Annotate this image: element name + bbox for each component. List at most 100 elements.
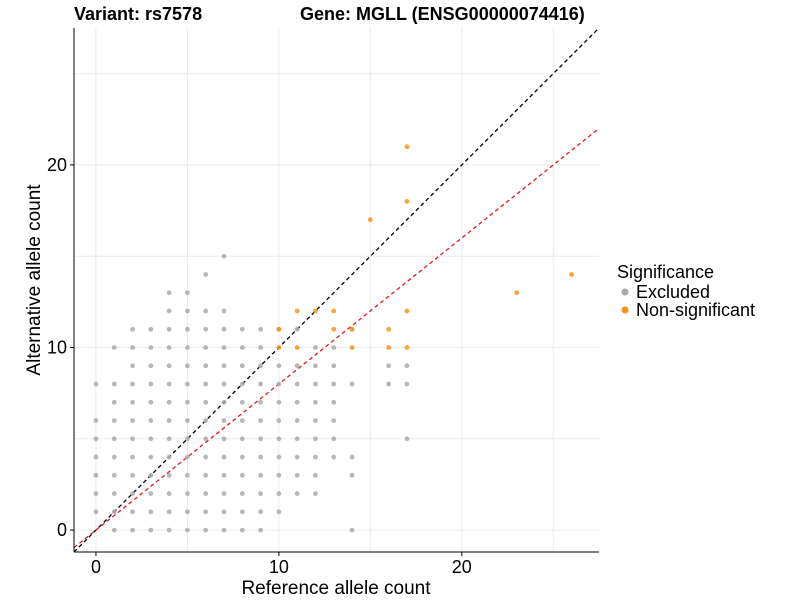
point-excluded: [239, 454, 245, 460]
point-excluded: [221, 253, 227, 259]
point-excluded: [185, 308, 190, 314]
point-excluded: [221, 345, 227, 350]
x-tick-label: 10: [269, 557, 289, 577]
point-excluded: [258, 454, 263, 460]
point-non-significant: [276, 345, 282, 350]
point-excluded: [130, 491, 135, 496]
point-excluded: [166, 527, 172, 533]
point-excluded: [313, 472, 318, 478]
point-excluded: [331, 363, 337, 369]
point-excluded: [148, 326, 154, 332]
point-non-significant: [313, 308, 318, 314]
point-excluded: [130, 363, 135, 369]
point-excluded: [258, 491, 263, 496]
point-excluded: [349, 454, 355, 460]
point-excluded: [276, 509, 282, 515]
point-excluded: [185, 363, 190, 369]
point-excluded: [166, 399, 172, 405]
point-excluded: [221, 399, 227, 405]
point-excluded: [185, 381, 190, 387]
point-excluded: [130, 509, 135, 515]
point-excluded: [239, 363, 245, 369]
point-non-significant: [331, 326, 337, 332]
chart-title-variant: Variant: rs7578: [74, 4, 202, 24]
point-excluded: [313, 399, 318, 405]
point-excluded: [130, 326, 135, 332]
point-excluded: [111, 472, 117, 478]
point-non-significant: [386, 345, 392, 350]
legend-label-excluded: Excluded: [636, 282, 710, 302]
point-excluded: [185, 326, 190, 332]
legend-marker-non-significant: [621, 306, 629, 314]
point-excluded: [185, 345, 190, 350]
point-excluded: [148, 527, 154, 533]
point-excluded: [258, 381, 263, 387]
point-excluded: [258, 509, 263, 515]
point-excluded: [239, 345, 245, 350]
point-excluded: [313, 345, 318, 350]
point-excluded: [276, 418, 282, 423]
point-excluded: [276, 399, 282, 405]
point-excluded: [185, 290, 190, 296]
point-excluded: [203, 509, 209, 515]
point-excluded: [148, 454, 154, 460]
point-excluded: [203, 381, 209, 387]
y-tick-label: 10: [47, 338, 67, 358]
point-excluded: [386, 381, 392, 387]
point-excluded: [93, 491, 99, 496]
point-excluded: [239, 418, 245, 423]
point-non-significant: [349, 345, 355, 350]
point-excluded: [258, 472, 263, 478]
point-excluded: [258, 363, 263, 369]
point-excluded: [93, 418, 99, 423]
point-excluded: [221, 491, 227, 496]
point-excluded: [313, 363, 318, 369]
y-tick-label: 0: [57, 520, 67, 540]
point-excluded: [130, 454, 135, 460]
legend-title: Significance: [617, 262, 714, 282]
point-excluded: [93, 509, 99, 515]
point-excluded: [221, 308, 227, 314]
point-excluded: [111, 436, 117, 442]
point-excluded: [130, 418, 135, 423]
point-excluded: [239, 491, 245, 496]
point-non-significant: [276, 326, 282, 332]
point-excluded: [203, 399, 209, 405]
point-excluded: [331, 436, 337, 442]
point-excluded: [130, 399, 135, 405]
point-non-significant: [569, 272, 574, 277]
point-excluded: [185, 454, 190, 460]
plot-area: 0 10 20 0 10 20: [47, 27, 600, 577]
point-excluded: [239, 399, 245, 405]
point-excluded: [331, 345, 337, 350]
point-excluded: [93, 472, 99, 478]
point-excluded: [111, 399, 117, 405]
point-non-significant: [294, 308, 300, 314]
grid: [74, 28, 599, 552]
point-non-significant: [404, 308, 410, 314]
point-excluded: [294, 454, 300, 460]
point-non-significant: [404, 199, 410, 204]
point-non-significant: [349, 326, 355, 332]
point-excluded: [404, 436, 410, 442]
point-excluded: [239, 326, 245, 332]
point-excluded: [258, 418, 263, 423]
point-excluded: [313, 418, 318, 423]
point-excluded: [166, 454, 172, 460]
point-excluded: [148, 472, 154, 478]
point-excluded: [239, 472, 245, 478]
point-excluded: [203, 345, 209, 350]
point-excluded: [166, 345, 172, 350]
point-excluded: [349, 381, 355, 387]
point-excluded: [148, 436, 154, 442]
point-excluded: [276, 491, 282, 496]
point-excluded: [111, 418, 117, 423]
point-excluded: [203, 436, 209, 442]
point-excluded: [404, 363, 410, 369]
point-excluded: [111, 509, 117, 515]
point-excluded: [203, 326, 209, 332]
point-excluded: [148, 345, 154, 350]
point-excluded: [203, 418, 209, 423]
point-excluded: [258, 345, 263, 350]
point-excluded: [221, 326, 227, 332]
